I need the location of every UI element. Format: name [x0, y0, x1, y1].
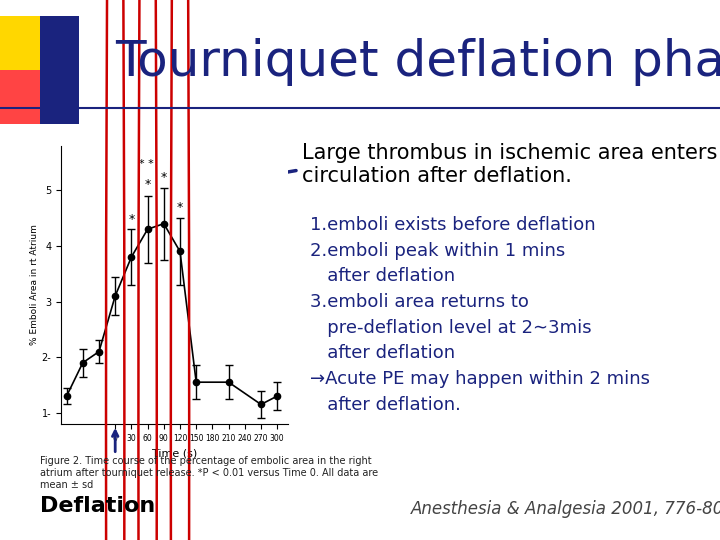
- Text: Large thrombus in ischemic area enters
circulation after deflation.: Large thrombus in ischemic area enters c…: [302, 143, 718, 186]
- Text: *: *: [161, 171, 167, 184]
- Text: Tourniquet deflation phase: Tourniquet deflation phase: [115, 38, 720, 86]
- Text: Figure 2. Time course of the percentage of embolic area in the right
atrium afte: Figure 2. Time course of the percentage …: [40, 456, 378, 489]
- Text: *: *: [145, 178, 150, 191]
- Text: *: *: [128, 213, 135, 226]
- Text: 1.emboli exists before deflation
2.emboli peak within 1 mins
   after deflation
: 1.emboli exists before deflation 2.embol…: [310, 216, 649, 414]
- Text: Deflation: Deflation: [40, 496, 155, 516]
- Y-axis label: % Emboli Area in rt Atrium: % Emboli Area in rt Atrium: [30, 225, 39, 345]
- Text: Anesthesia & Analgesia 2001, 776-80: Anesthesia & Analgesia 2001, 776-80: [410, 501, 720, 518]
- X-axis label: Time (s): Time (s): [152, 448, 197, 458]
- Text: *: *: [177, 201, 183, 214]
- Text: * *: * *: [139, 159, 153, 169]
